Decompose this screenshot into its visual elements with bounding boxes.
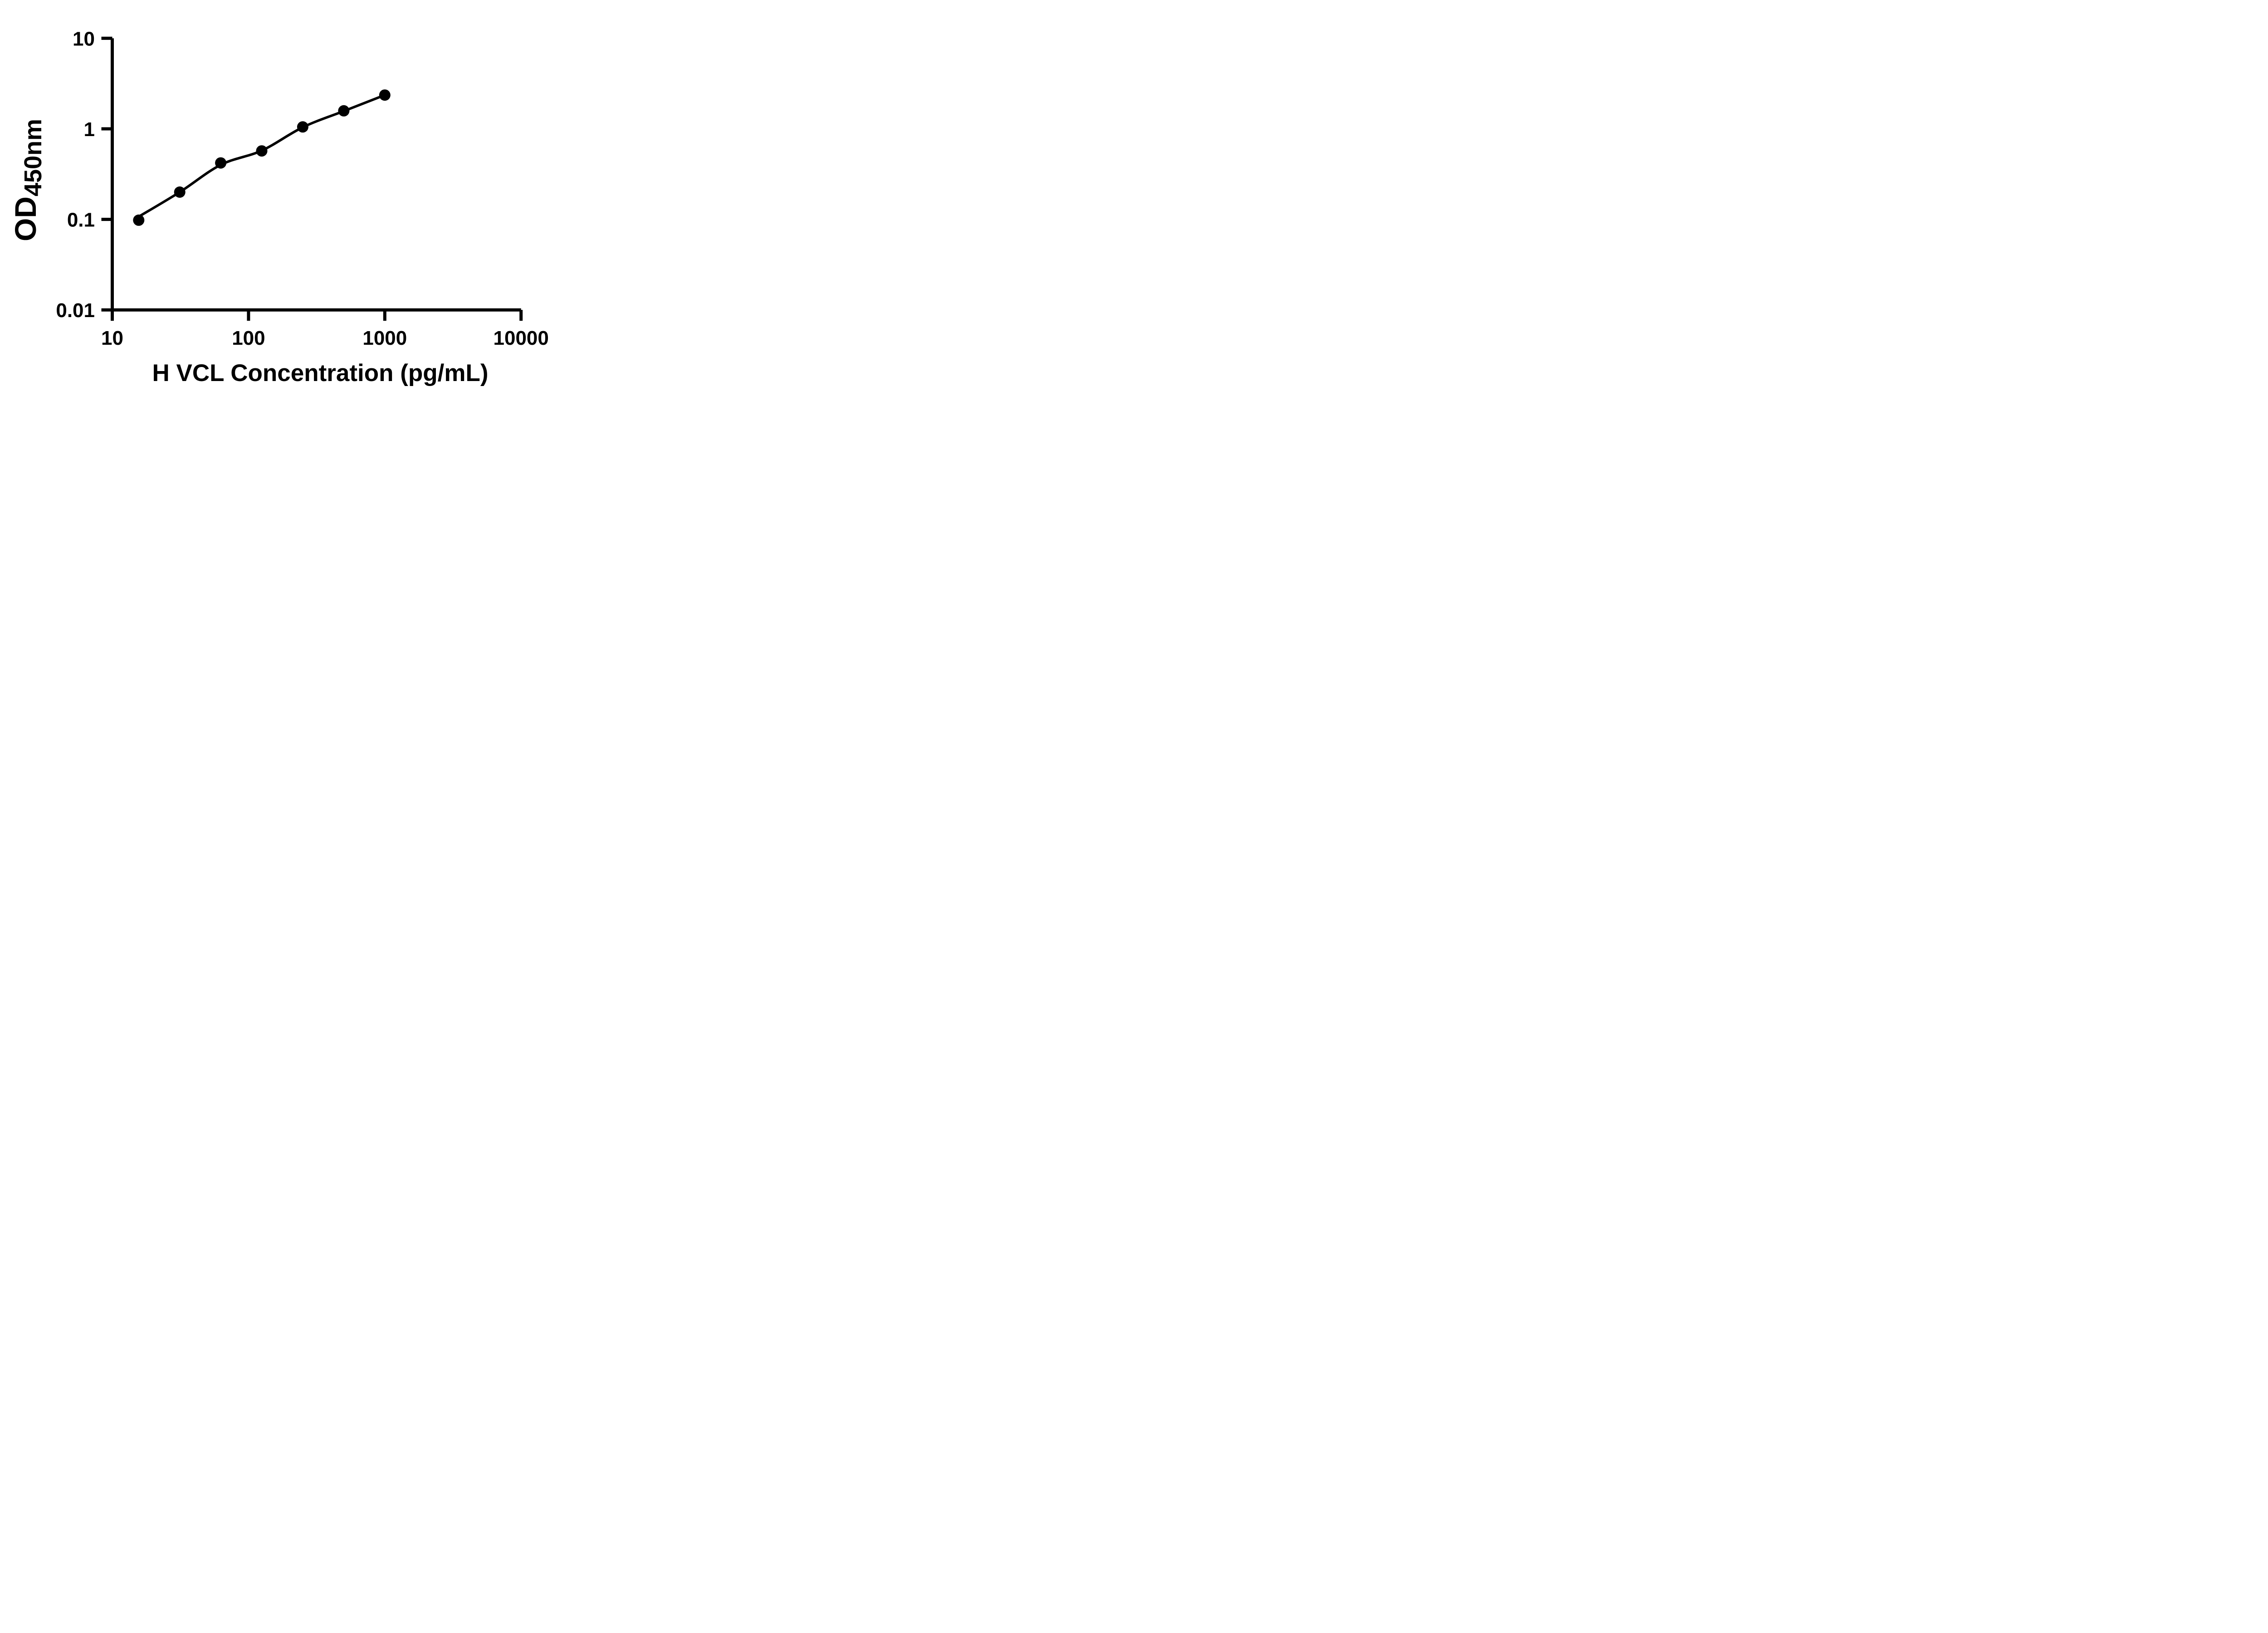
tick-labels: 10 1 0.1 0.01 10 100 1000 10000 [56,28,549,349]
data-point [256,145,268,157]
axis-lines [111,38,521,312]
axes [111,38,521,312]
y-tick-label: 0.1 [67,209,95,231]
x-axis-title: H VCL Concentration (pg/mL) [152,360,489,386]
data-point [215,157,227,169]
data-points [133,89,391,226]
elisa-standard-curve-figure: 10 1 0.1 0.01 10 100 1000 10000 H VCL Concentra… [0,0,583,408]
data-point [133,214,145,226]
tick-marks [101,36,523,321]
plot-area: 10 1 0.1 0.01 10 100 1000 10000 H VCL Concentra… [9,28,549,386]
x-tick-label: 100 [232,327,265,349]
y-tick-label: 0.01 [56,299,95,322]
data-point [174,186,186,198]
data-point [379,89,391,101]
y-tick-label: 1 [84,118,95,141]
x-tick-label: 10000 [494,327,549,349]
y-axis-title: OD450nm [9,119,47,241]
x-tick-label: 1000 [362,327,407,349]
data-point [338,105,350,117]
y-tick-label: 10 [73,28,95,50]
x-tick-label: 10 [101,327,123,349]
data-point [297,121,308,133]
y-axis-title-main: OD [9,196,42,241]
y-axis-title-subscript: 450nm [20,119,47,196]
